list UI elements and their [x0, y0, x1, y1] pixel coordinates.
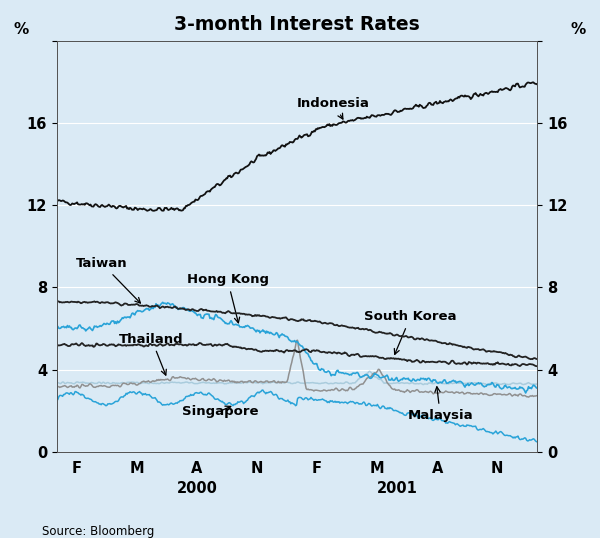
Text: 2000: 2000 [176, 481, 218, 495]
Text: Indonesia: Indonesia [297, 97, 370, 119]
Text: Singapore: Singapore [182, 405, 258, 417]
Text: Hong Kong: Hong Kong [187, 273, 269, 323]
Text: %: % [14, 22, 29, 37]
Text: Thailand: Thailand [119, 333, 184, 375]
Text: %: % [571, 22, 586, 37]
Text: Malaysia: Malaysia [407, 387, 473, 422]
Text: South Korea: South Korea [364, 310, 457, 355]
Title: 3-month Interest Rates: 3-month Interest Rates [174, 15, 420, 34]
Text: Source: Bloomberg: Source: Bloomberg [42, 525, 154, 538]
Text: 2001: 2001 [377, 481, 418, 495]
Text: Taiwan: Taiwan [76, 257, 140, 303]
